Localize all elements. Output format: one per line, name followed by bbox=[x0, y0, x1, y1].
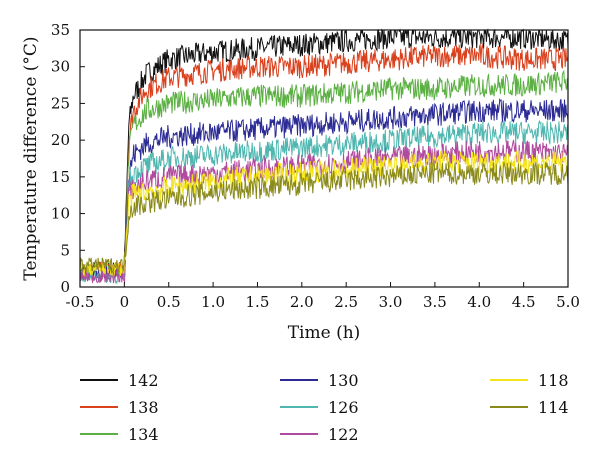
legend-label-134: 134 bbox=[128, 425, 159, 444]
x-tick-label: 4.0 bbox=[467, 293, 491, 311]
x-tick-label: 0.5 bbox=[157, 293, 181, 311]
plot-series bbox=[79, 28, 569, 285]
y-tick-label: 30 bbox=[51, 58, 70, 76]
legend-label-138: 138 bbox=[128, 398, 159, 417]
x-axis-ticks: -0.5 0 0.5 1.0 1.5 2.0 2.5 3.0 3.5 4.0 4.5 5.0 bbox=[66, 282, 580, 311]
x-axis-label: Time (h) bbox=[288, 323, 361, 343]
y-axis-label: Temperature difference (°C) bbox=[21, 36, 41, 280]
y-tick-label: 35 bbox=[51, 21, 70, 39]
legend: 142 138 134 130 126 122 118 114 bbox=[80, 371, 569, 444]
series-line-130 bbox=[79, 97, 569, 281]
y-tick-label: 10 bbox=[51, 205, 70, 223]
x-tick-label: 0 bbox=[120, 293, 130, 311]
series-line-126 bbox=[79, 119, 569, 285]
x-tick-label: 2.5 bbox=[334, 293, 358, 311]
x-tick-label: 5.0 bbox=[556, 293, 580, 311]
x-tick-label: 4.5 bbox=[512, 293, 536, 311]
series-line-134 bbox=[79, 69, 569, 282]
y-tick-label: 0 bbox=[60, 278, 70, 296]
y-tick-label: 20 bbox=[51, 131, 70, 149]
x-tick-label: 1.0 bbox=[201, 293, 225, 311]
y-tick-label: 15 bbox=[51, 168, 70, 186]
legend-label-130: 130 bbox=[328, 371, 359, 390]
series-line-114 bbox=[79, 161, 569, 275]
x-tick-label: -0.5 bbox=[66, 293, 95, 311]
y-tick-label: 5 bbox=[60, 241, 70, 259]
legend-label-126: 126 bbox=[328, 398, 359, 417]
series-line-138 bbox=[79, 43, 569, 277]
plot-frame bbox=[79, 29, 569, 288]
x-tick-label: 3.5 bbox=[423, 293, 447, 311]
x-tick-label: 3.0 bbox=[379, 293, 403, 311]
legend-label-122: 122 bbox=[328, 425, 359, 444]
x-tick-label: 1.5 bbox=[246, 293, 270, 311]
y-axis-ticks: 0 5 10 15 20 25 30 35 bbox=[51, 21, 85, 296]
series-line-118 bbox=[79, 150, 569, 277]
x-tick-label: 2.0 bbox=[290, 293, 314, 311]
series-line-142 bbox=[79, 28, 569, 277]
legend-label-118: 118 bbox=[538, 371, 569, 390]
y-tick-label: 25 bbox=[51, 94, 70, 112]
legend-label-114: 114 bbox=[538, 398, 569, 417]
legend-label-142: 142 bbox=[128, 371, 159, 390]
